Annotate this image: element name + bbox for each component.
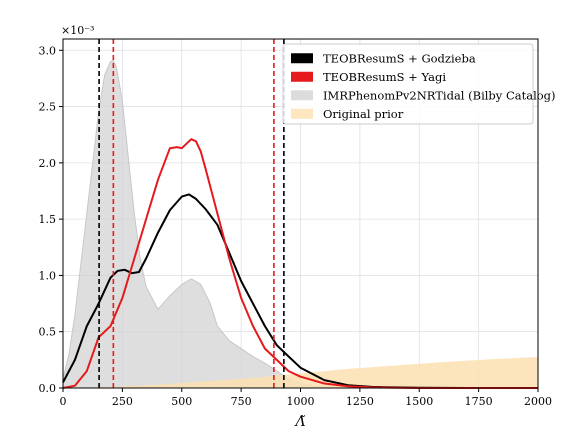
y-tick-label: 0.0 [39,382,57,395]
legend-swatch-yagi [291,71,313,82]
legend-label-imrphenom: IMRPhenomPv2NRTidal (Bilby Catalog) [323,88,556,102]
y-tick-label: 2.0 [39,157,57,170]
x-tick-label: 1000 [287,395,315,408]
line-series [62,138,538,389]
x-axis-ticks: 0 250 500 750 1000 1250 1500 1750 2000 [60,388,552,408]
x-tick-label: 1250 [346,395,374,408]
line-yagi [62,138,538,389]
legend-swatch-prior [291,108,313,119]
legend-box [282,43,534,125]
y-tick-label: 3.0 [39,44,57,57]
area-prior [63,357,538,388]
legend-label-godzieba: TEOBResumS + Godzieba [323,51,476,65]
x-tick-label: 1500 [405,395,433,408]
y-tick-label: 2.5 [39,101,57,114]
x-tick-label: 750 [231,395,252,408]
x-tick-label: 500 [171,395,192,408]
y-tick-label: 1.0 [39,269,57,282]
legend-label-prior: Original prior [323,107,404,121]
y-tick-label: 1.5 [39,213,57,226]
x-tick-label: 2000 [524,395,552,408]
y-axis-ticks: 0.0 0.5 1.0 1.5 2.0 2.5 3.0 [39,44,63,395]
x-tick-label: 250 [112,395,133,408]
x-axis-label: Λ̃ [293,414,305,430]
y-scale-label: ×10⁻³ [61,24,94,37]
legend-swatch-godzieba [291,53,313,64]
legend-label-yagi: TEOBResumS + Yagi [323,70,446,84]
area-series [62,59,539,389]
legend: TEOBResumS + Godzieba TEOBResumS + Yagi IM… [282,43,556,125]
line-godzieba [62,193,538,389]
legend-swatch-imrphenom [291,90,313,101]
x-tick-label: 0 [60,395,67,408]
x-tick-label: 1750 [465,395,493,408]
y-tick-label: 0.5 [39,326,57,339]
